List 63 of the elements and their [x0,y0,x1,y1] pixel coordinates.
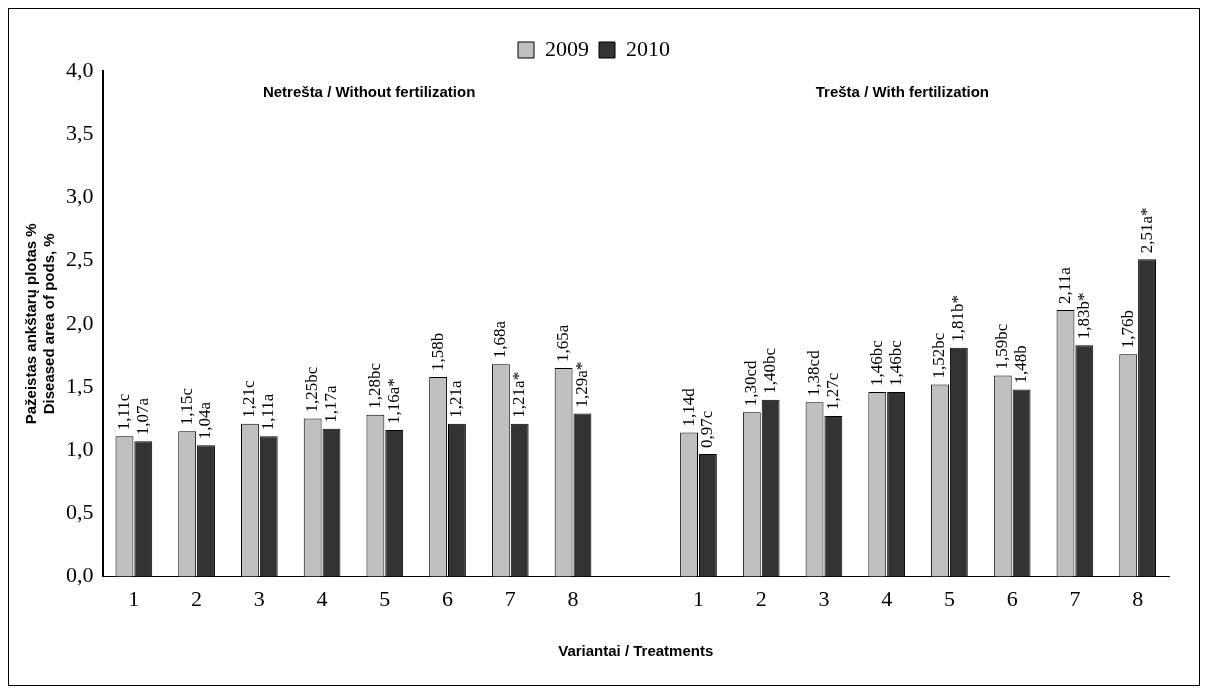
data-label: 1,11a [258,393,278,431]
y-tick-label: 2,5 [66,246,94,272]
x-tick-label: 2 [755,585,767,611]
data-label: 1,59bc [992,323,1012,370]
y-tick-label: 3,5 [66,119,94,145]
data-label: 1,27c [822,372,842,411]
x-tick-label: 5 [943,585,955,611]
y-tick-label: 4,0 [66,56,94,82]
x-tick-label: 3 [253,585,265,611]
annotation: Trešta / With fertilization [815,83,989,101]
data-label: 1,76b [1117,309,1137,349]
x-tick-label: 8 [1132,585,1144,611]
y-tick-label: 1,5 [66,372,94,398]
x-tick-label: 2 [191,585,203,611]
data-label: 1,30cd [741,359,761,407]
data-label: 1,40bc [760,347,780,394]
annotation: Netrešta / Without fertilization [262,83,476,101]
y-tick-label: 1,0 [66,435,94,461]
data-label: 1,21c [239,379,259,418]
x-tick-label: 6 [1006,585,1018,611]
data-label: 1,04a [195,401,215,440]
data-label: 1,07a [132,397,152,436]
data-label: 1,28bc [364,362,384,409]
legend-label: 2010 [626,35,670,61]
data-label: 1,21a* [509,371,529,418]
x-tick-label: 5 [379,585,391,611]
y-tick-label: 0,0 [66,562,94,588]
data-label: 1,58b [427,332,447,371]
data-label: 1,46bc [885,339,905,387]
x-tick-label: 7 [504,585,516,611]
x-tick-label: 1 [692,585,704,611]
data-label: 1,14d [678,387,698,427]
data-label: 1,46bc [866,339,886,387]
data-label: 1,11c [113,393,133,431]
x-tick-label: 1 [128,585,140,611]
data-label: 1,29a* [571,361,591,408]
data-label: 1,81b* [948,295,968,342]
x-tick-label: 4 [316,585,328,611]
data-label: 1,16a* [383,378,403,424]
x-tick-label: 4 [881,585,893,611]
x-tick-label: 3 [818,585,830,611]
data-label: 1,17a [320,384,340,423]
data-label: 1,68a [490,320,510,359]
data-label: 1,48b [1011,345,1031,384]
data-label: 0,97c [697,410,717,448]
data-label: 1,25bc [302,366,322,413]
x-tick-label: 6 [442,585,454,611]
data-label: 2,11a [1054,266,1074,304]
y-tick-label: 3,0 [66,183,94,209]
data-label: 1,38cd [804,349,824,397]
y-axis-title: Pažeistas ankštarų plotas % Diseased area of pods, % [22,223,58,425]
legend-label: 2009 [545,35,589,61]
x-tick-label: 8 [567,585,579,611]
data-label: 1,83b* [1073,292,1093,340]
data-label: 2,51a* [1136,207,1156,254]
x-tick-label: 7 [1069,585,1081,611]
x-axis-title: Variantai / Treatments [558,642,714,660]
data-label: 1,52bc [929,332,949,379]
data-label: 1,15c [176,387,196,426]
y-tick-label: 0,5 [66,499,94,525]
data-label: 1,21a [446,379,466,418]
y-tick-label: 2,0 [66,309,94,335]
data-label: 1,65a [553,324,573,363]
